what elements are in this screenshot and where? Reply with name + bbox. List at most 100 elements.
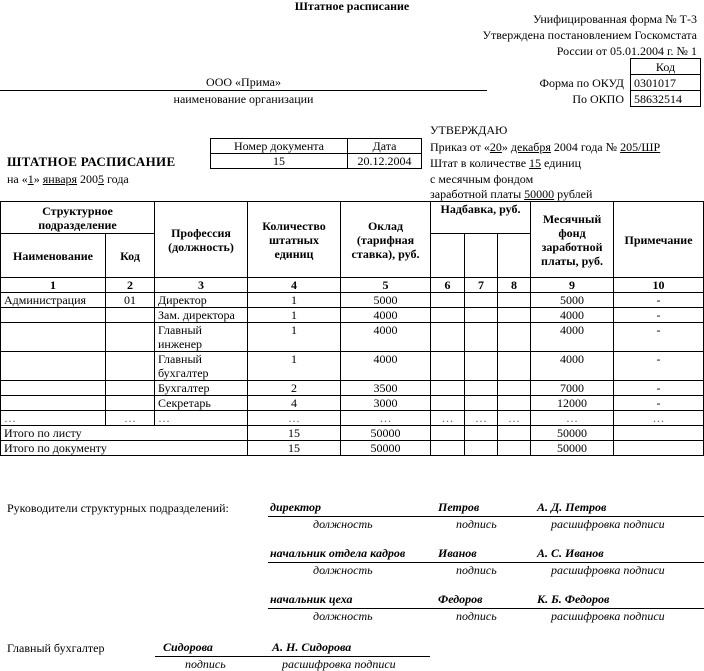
t: на « [7,172,28,186]
caption-name: расшифровка подписи [551,517,665,531]
head-name: А. С. Иванов [537,546,604,560]
approve-title: УТВЕРЖДАЮ [430,123,508,137]
table-cell: Секретарь [154,395,248,411]
doc-date-value: 20.12.2004 [347,153,422,169]
table-cell [0,395,106,411]
total-count: 15 [247,425,341,441]
doc-number-table: Номер документа Дата 15 20.12.2004 [210,138,422,169]
table-cell [105,395,155,411]
column-number: 4 [247,277,341,293]
accountant-signature: Сидорова [163,640,213,654]
column-number: 2 [105,277,155,293]
org-name: ООО «Прима» [206,75,281,89]
table-cell: - [613,351,704,381]
table-cell: 4000 [340,351,431,381]
head-signature: Иванов [438,546,477,560]
approve-fund-line: с месячным фондом [430,172,534,186]
table-cell: 4000 [340,307,431,323]
form-info-line: России от 05.01.2004 г. № 1 [556,44,697,58]
caption-name: расшифровка подписи [282,657,396,671]
accountant-name: А. Н. Сидорова [272,640,352,654]
table-cell [105,322,155,352]
table-cell [613,425,704,441]
signature-line [268,516,704,517]
header-bonus: Надбавка, руб. [429,201,532,234]
table-row: Главный инженер 1 4000 4000- [0,322,704,352]
table-cell [464,440,498,456]
heads-label: Руководители структурных подразделений: [7,501,229,515]
caption-signature: подпись [456,517,497,531]
header-struct: Структурное подразделение [0,201,155,234]
header-salary: Оклад (тарифная ставка), руб. [340,201,431,278]
table-cell [105,307,155,323]
table-cell [0,307,106,323]
column-number: 7 [464,277,498,293]
order-month: декабря [510,140,551,154]
table-cell: … [464,410,498,426]
total-salary: 50000 [340,425,431,441]
okud-label: Форма по ОКУД [539,76,624,90]
table-row: Зам. директора 1 4000 4000- [0,307,704,323]
totals-row: Итого по документу 15 50000 50000 [0,440,704,456]
column-number: 8 [496,277,532,293]
table-cell: 4000 [530,322,615,352]
table-cell: - [613,380,704,396]
table-cell: Администрация [0,292,106,308]
table-cell [0,351,106,381]
t: заработной платы [430,187,525,201]
table-cell: 1 [247,292,341,308]
head-position: начальник цеха [270,592,353,606]
table-cell: 1 [247,322,341,352]
table-cell: Бухгалтер [154,380,248,396]
total-salary: 50000 [340,440,431,456]
head-signature: Петров [438,500,480,514]
t: 200 [77,172,99,186]
table-cell: 3500 [340,380,431,396]
doc-date-label: Дата [347,138,422,154]
form-title: Штатное расписание [294,0,410,13]
okpo-code: 58632514 [630,90,701,107]
t: года [104,172,129,186]
table-cell: … [340,410,431,426]
table-row: Бухгалтер 2 3500 7000- [0,380,704,396]
table-cell: 5000 [530,292,615,308]
table-cell: … [105,410,155,426]
table-cell [430,351,465,381]
table-cell [496,322,532,352]
table-cell: 12000 [530,395,615,411]
doc-year: 5 [98,172,105,186]
accountant-line [155,656,430,657]
table-cell: … [0,410,106,426]
table-row: Главный бухгалтер 1 4000 4000- [0,351,704,381]
table-cell: 4000 [340,322,431,352]
table-cell: … [430,410,465,426]
table-cell: Главный бухгалтер [154,351,248,381]
totals-row: Итого по листу 15 50000 50000 [0,425,704,441]
header-bonus-2 [464,233,498,278]
table-cell [0,380,106,396]
approve-staff: Штат в количестве 15 единиц [430,156,581,170]
header-code: Код [105,233,155,278]
column-number: 5 [340,277,431,293]
okpo-label: По ОКПО [572,92,624,106]
t: единиц [541,156,582,170]
table-cell [430,292,465,308]
table-cell [464,380,498,396]
header-count: Количество штатных единиц [247,201,341,278]
header-bonus-3 [496,233,532,278]
head-name: К. Б. Федоров [537,592,610,606]
signature-line [268,562,704,563]
table-cell: 4 [247,395,341,411]
table-cell: … [154,410,248,426]
codes-header: Код [630,58,701,75]
table-cell [464,322,498,352]
caption-signature: подпись [456,609,497,623]
table-cell [464,425,498,441]
column-numbers-row: 1 2 3 4 5 6 7 8 9 10 [0,277,704,293]
caption-signature: подпись [456,563,497,577]
table-cell: - [613,292,704,308]
header-fund: Месячный фонд заработной платы, руб. [530,201,615,278]
table-cell [496,395,532,411]
header-name: Наименование [0,233,106,278]
